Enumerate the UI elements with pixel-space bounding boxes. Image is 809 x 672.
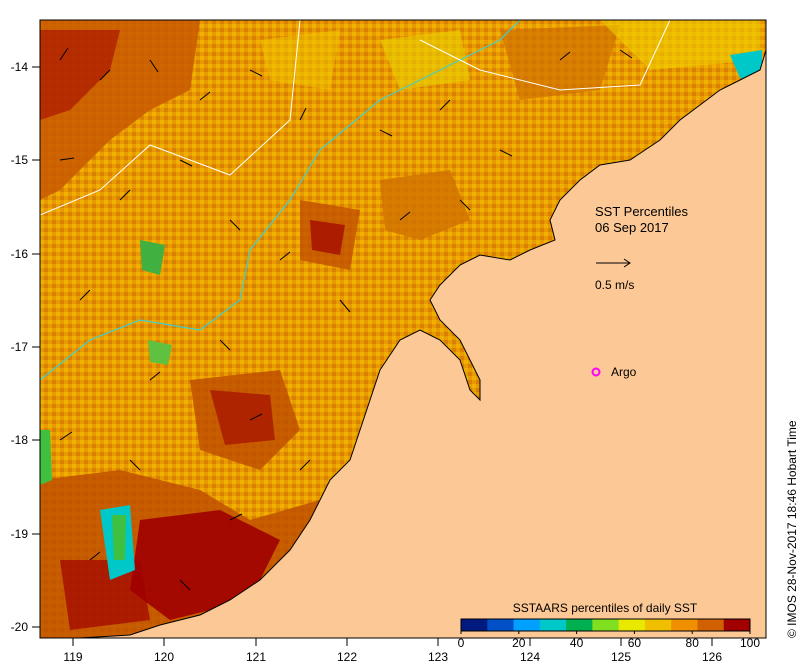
lon-tick-label: 122 [337, 650, 357, 664]
colorbar [460, 618, 751, 632]
current-vectors [59, 47, 633, 591]
colorbar-segment [723, 619, 751, 631]
colorbar-title: SSTAARS percentiles of daily SST [513, 601, 698, 615]
lat-tick-label: -15 [11, 153, 29, 167]
low-percentile-patches [40, 50, 762, 580]
lat-tick-label: -20 [11, 620, 29, 634]
colorbar-segment [671, 619, 698, 631]
lat-tick-label: -17 [11, 340, 29, 354]
colorbar-tick-label: 100 [740, 636, 760, 650]
argo-marker-icon [591, 367, 601, 377]
credit-text: © IMOS 28-Nov-2017 18:46 Hobart Time [785, 420, 799, 638]
colorbar-segment [592, 619, 620, 631]
colorbar-segment [461, 619, 488, 631]
lat-axis: -14 -15 -16 -17 -18 -19 -20 [11, 60, 40, 634]
map-title-line2: 06 Sep 2017 [595, 220, 669, 235]
current-scale-arrow [596, 258, 631, 268]
lon-tick-label: 120 [154, 650, 174, 664]
lat-tick-label: -16 [11, 247, 29, 261]
colorbar-tick-label: 60 [628, 636, 642, 650]
lat-tick-label: -18 [11, 433, 29, 447]
lon-axis: 119 120 121 122 123 124 125 126 [63, 638, 722, 664]
colorbar-segment [513, 619, 541, 631]
argo-label: Argo [611, 365, 637, 379]
lon-tick-label: 126 [702, 650, 722, 664]
shelf-contour [40, 20, 301, 216]
colorbar-segment [618, 619, 646, 631]
bathymetry-contour [40, 20, 521, 381]
lon-tick-label: 124 [520, 650, 540, 664]
land-area [79, 49, 766, 638]
colorbar-segment [697, 619, 725, 631]
colorbar-segment [644, 619, 672, 631]
lat-tick-label: -14 [11, 60, 29, 74]
lon-tick-label: 125 [611, 650, 631, 664]
map-title-line1: SST Percentiles [595, 204, 688, 219]
map-frame [39, 19, 767, 639]
shelf-contour-2 [419, 20, 671, 91]
colorbar-tick-label: 80 [686, 636, 700, 650]
colorbar-ticks: 0 20 40 60 80 100 [458, 631, 760, 650]
current-scale-label: 0.5 m/s [595, 278, 634, 292]
colorbar-segment [566, 619, 593, 631]
colorbar-tick-label: 40 [570, 636, 584, 650]
lon-tick-label: 123 [428, 650, 448, 664]
colorbar-outline [460, 618, 751, 632]
lat-tick-label: -19 [11, 527, 29, 541]
lon-tick-label: 119 [63, 650, 82, 664]
colorbar-segment [487, 619, 515, 631]
colorbar-tick-label: 0 [458, 636, 465, 650]
colorbar-tick-label: 20 [512, 636, 526, 650]
colorbar-segment [539, 619, 567, 631]
lon-tick-label: 121 [246, 650, 266, 664]
